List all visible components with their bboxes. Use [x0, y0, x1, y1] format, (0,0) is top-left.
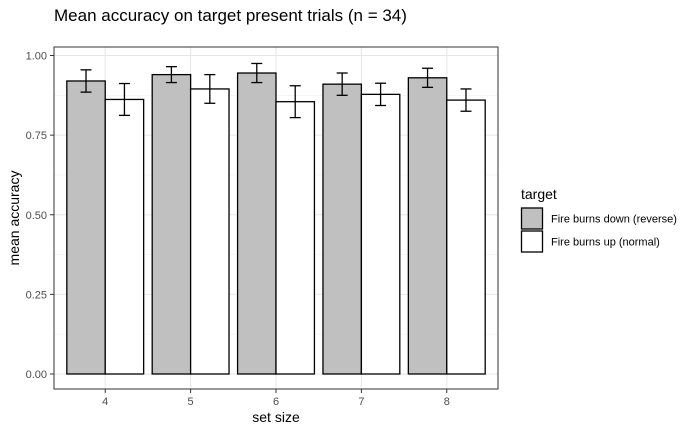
- bar: [66, 80, 106, 375]
- x-tick-label: 6: [273, 396, 279, 408]
- bar: [407, 77, 448, 375]
- y-axis-title: mean accuracy: [6, 171, 22, 266]
- legend-label: Fire burns down (reverse): [551, 214, 677, 226]
- error-bar: [251, 62, 263, 84]
- bar: [360, 93, 401, 375]
- error-bar: [204, 73, 216, 104]
- bar: [189, 88, 230, 375]
- error-bar: [422, 67, 434, 88]
- bar: [275, 101, 316, 375]
- bar: [236, 72, 277, 375]
- chart-title: Mean accuracy on target present trials (…: [54, 6, 407, 25]
- legend-label: Fire burns up (normal): [551, 237, 660, 249]
- error-bar: [289, 85, 301, 119]
- bars: [66, 72, 486, 375]
- y-tick-label: 0.25: [26, 289, 47, 301]
- y-axis: 0.00 0.25 0.50 0.75 1.00: [26, 51, 54, 381]
- y-tick-label: 0.75: [26, 130, 47, 142]
- y-tick-label: 0.50: [26, 210, 47, 222]
- error-bar: [336, 72, 348, 96]
- bar: [151, 73, 192, 375]
- error-bar: [460, 88, 472, 112]
- x-tick-label: 8: [444, 396, 450, 408]
- x-tick-label: 5: [188, 396, 194, 408]
- y-tick-label: 1.00: [26, 51, 47, 63]
- bar: [446, 99, 486, 375]
- x-axis-title: set size: [252, 409, 300, 425]
- error-bar: [80, 69, 92, 93]
- error-bar: [118, 82, 130, 117]
- error-bar: [375, 82, 387, 107]
- legend: target Fire burns down (reverse) Fire bur…: [520, 186, 677, 253]
- bar: [322, 83, 363, 375]
- x-tick-label: 4: [102, 396, 108, 408]
- bar: [104, 98, 145, 375]
- x-tick-label: 7: [358, 396, 364, 408]
- legend-title: target: [521, 186, 557, 202]
- y-tick-label: 0.00: [26, 369, 47, 381]
- error-bar: [165, 65, 177, 84]
- error-bars: [80, 62, 472, 119]
- legend-key: [520, 207, 544, 230]
- x-axis: 4 5 6 7 8: [102, 389, 450, 408]
- legend-key: [520, 230, 544, 253]
